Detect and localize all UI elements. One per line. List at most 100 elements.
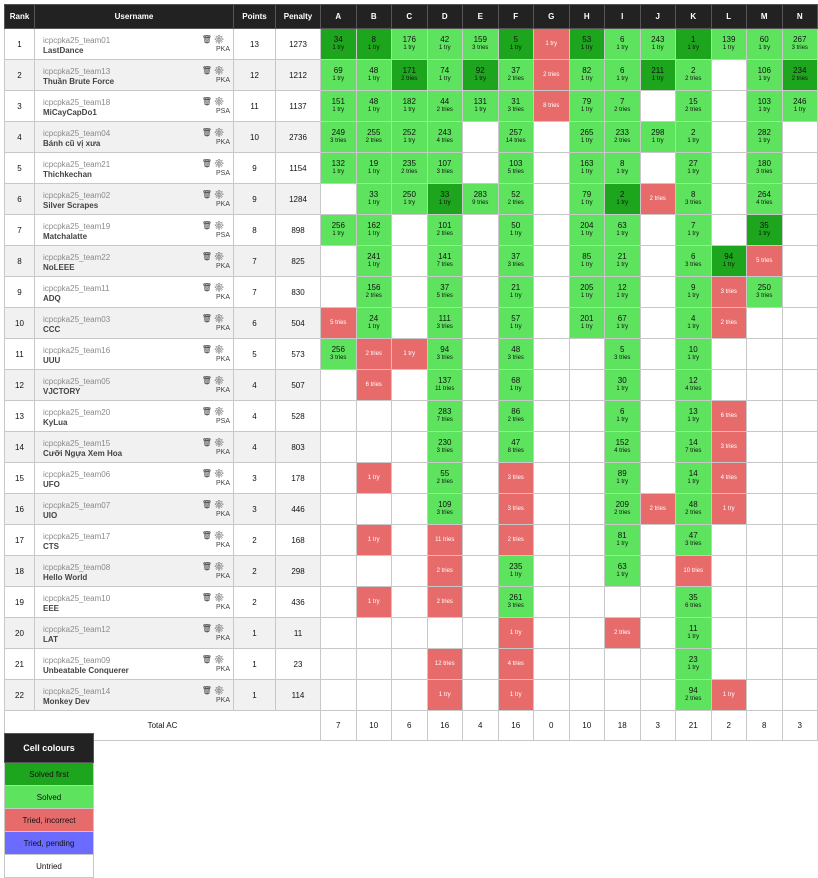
problem-header-j[interactable]: J <box>639 4 676 29</box>
team-cell[interactable]: icpcpka25_team17 CTS 🗑⚙ PKA <box>34 524 234 556</box>
problem-cell-i[interactable]: 209 2 tries <box>604 493 641 525</box>
problem-cell-h[interactable]: 79 1 try <box>568 90 605 122</box>
trash-icon[interactable]: 🗑 <box>201 283 214 292</box>
problem-header-l[interactable]: L <box>710 4 747 29</box>
problem-cell-c[interactable]: 171 2 tries <box>391 59 428 91</box>
problem-cell-l[interactable]: 1 try <box>710 493 747 525</box>
problem-cell-f[interactable]: 47 8 tries <box>497 431 534 463</box>
problem-cell-k[interactable]: 14 7 tries <box>675 431 712 463</box>
problem-cell-d[interactable]: 37 5 tries <box>426 276 463 308</box>
problem-cell-f[interactable]: 261 3 tries <box>497 586 534 618</box>
problem-cell-m[interactable]: 60 1 try <box>746 28 783 60</box>
team-cell[interactable]: icpcpka25_team07 UIO 🗑⚙ PKA <box>34 493 234 525</box>
problem-cell-h[interactable]: 82 1 try <box>568 59 605 91</box>
gear-icon[interactable]: ⚙ <box>213 376 226 385</box>
problem-cell-k[interactable]: 10 tries <box>675 555 712 587</box>
problem-cell-b[interactable]: 33 1 try <box>355 183 392 215</box>
gear-icon[interactable]: ⚙ <box>213 159 226 168</box>
problem-cell-h[interactable]: 201 1 try <box>568 307 605 339</box>
points-header[interactable]: Points <box>233 4 276 29</box>
trash-icon[interactable]: 🗑 <box>201 128 214 137</box>
problem-cell-m[interactable]: 106 1 try <box>746 59 783 91</box>
team-cell[interactable]: icpcpka25_team04 Bánh cũ vị xưa 🗑⚙ PKA <box>34 121 234 153</box>
problem-cell-a[interactable]: 256 1 try <box>320 214 357 246</box>
trash-icon[interactable]: 🗑 <box>201 469 214 478</box>
problem-cell-k[interactable]: 48 2 tries <box>675 493 712 525</box>
trash-icon[interactable]: 🗑 <box>201 500 214 509</box>
problem-cell-h[interactable]: 265 1 try <box>568 121 605 153</box>
problem-cell-i[interactable]: 89 1 try <box>604 462 641 494</box>
team-cell[interactable]: icpcpka25_team20 KyLua 🗑⚙ PSA <box>34 400 234 432</box>
problem-cell-c[interactable]: 1 try <box>391 338 428 370</box>
problem-cell-h[interactable]: 79 1 try <box>568 183 605 215</box>
problem-header-h[interactable]: H <box>568 4 605 29</box>
problem-cell-j[interactable]: 243 1 try <box>639 28 676 60</box>
gear-icon[interactable]: ⚙ <box>213 97 226 106</box>
problem-cell-d[interactable]: 1 try <box>426 679 463 711</box>
team-cell[interactable]: icpcpka25_team08 Hello World 🗑⚙ PKA <box>34 555 234 587</box>
problem-cell-b[interactable]: 48 1 try <box>355 90 392 122</box>
problem-cell-f[interactable]: 257 14 tries <box>497 121 534 153</box>
trash-icon[interactable]: 🗑 <box>201 221 214 230</box>
problem-cell-j[interactable]: 298 1 try <box>639 121 676 153</box>
problem-cell-d[interactable]: 243 4 tries <box>426 121 463 153</box>
problem-header-m[interactable]: M <box>746 4 783 29</box>
problem-cell-h[interactable]: 53 1 try <box>568 28 605 60</box>
problem-cell-n[interactable]: 234 2 tries <box>781 59 818 91</box>
problem-cell-d[interactable]: 283 7 tries <box>426 400 463 432</box>
team-cell[interactable]: icpcpka25_team09 Unbeatable Conquerer 🗑⚙ PK… <box>34 648 234 680</box>
problem-cell-d[interactable]: 2 tries <box>426 555 463 587</box>
problem-cell-l[interactable]: 94 1 try <box>710 245 747 277</box>
problem-cell-d[interactable]: 33 1 try <box>426 183 463 215</box>
problem-header-g[interactable]: G <box>533 4 570 29</box>
team-cell[interactable]: icpcpka25_team14 Monkey Dev 🗑⚙ PKA <box>34 679 234 711</box>
problem-cell-c[interactable]: 252 1 try <box>391 121 428 153</box>
problem-cell-j[interactable]: 2 tries <box>639 183 676 215</box>
problem-cell-k[interactable]: 14 1 try <box>675 462 712 494</box>
problem-cell-h[interactable]: 163 1 try <box>568 152 605 184</box>
gear-icon[interactable]: ⚙ <box>213 221 226 230</box>
problem-cell-c[interactable]: 250 1 try <box>391 183 428 215</box>
problem-cell-f[interactable]: 50 1 try <box>497 214 534 246</box>
problem-cell-e[interactable]: 159 3 tries <box>462 28 499 60</box>
problem-cell-d[interactable]: 74 1 try <box>426 59 463 91</box>
gear-icon[interactable]: ⚙ <box>213 469 226 478</box>
gear-icon[interactable]: ⚙ <box>213 500 226 509</box>
problem-cell-f[interactable]: 68 1 try <box>497 369 534 401</box>
team-cell[interactable]: icpcpka25_team12 LAT 🗑⚙ PKA <box>34 617 234 649</box>
problem-cell-m[interactable]: 5 tries <box>746 245 783 277</box>
team-cell[interactable]: icpcpka25_team16 UUU 🗑⚙ PKA <box>34 338 234 370</box>
team-cell[interactable]: icpcpka25_team18 MiCayCapDo1 🗑⚙ PSA <box>34 90 234 122</box>
problem-cell-f[interactable]: 1 try <box>497 617 534 649</box>
trash-icon[interactable]: 🗑 <box>201 376 214 385</box>
problem-cell-d[interactable]: 137 11 tries <box>426 369 463 401</box>
team-cell[interactable]: icpcpka25_team11 ADQ 🗑⚙ PKA <box>34 276 234 308</box>
trash-icon[interactable]: 🗑 <box>201 314 214 323</box>
problem-cell-a[interactable]: 249 3 tries <box>320 121 357 153</box>
problem-cell-i[interactable]: 30 1 try <box>604 369 641 401</box>
problem-cell-k[interactable]: 35 6 tries <box>675 586 712 618</box>
gear-icon[interactable]: ⚙ <box>213 624 226 633</box>
trash-icon[interactable]: 🗑 <box>201 438 214 447</box>
problem-cell-j[interactable]: 2 tries <box>639 493 676 525</box>
problem-cell-i[interactable]: 67 1 try <box>604 307 641 339</box>
gear-icon[interactable]: ⚙ <box>213 531 226 540</box>
problem-cell-j[interactable]: 211 1 try <box>639 59 676 91</box>
trash-icon[interactable]: 🗑 <box>201 593 214 602</box>
trash-icon[interactable]: 🗑 <box>201 97 214 106</box>
problem-cell-b[interactable]: 255 2 tries <box>355 121 392 153</box>
problem-cell-i[interactable]: 81 1 try <box>604 524 641 556</box>
problem-cell-d[interactable]: 55 2 tries <box>426 462 463 494</box>
problem-cell-l[interactable]: 139 1 try <box>710 28 747 60</box>
problem-cell-h[interactable]: 85 1 try <box>568 245 605 277</box>
gear-icon[interactable]: ⚙ <box>213 314 226 323</box>
gear-icon[interactable]: ⚙ <box>213 252 226 261</box>
problem-cell-g[interactable]: 8 tries <box>533 90 570 122</box>
problem-cell-b[interactable]: 19 1 try <box>355 152 392 184</box>
